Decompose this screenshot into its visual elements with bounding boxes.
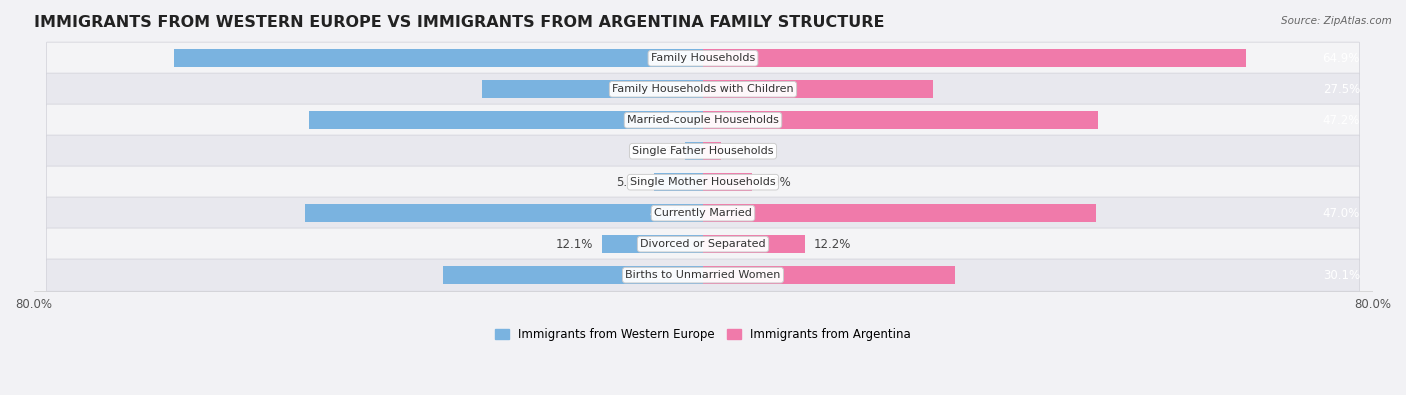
Text: Family Households with Children: Family Households with Children [612, 84, 794, 94]
FancyBboxPatch shape [46, 135, 1360, 167]
Text: IMMIGRANTS FROM WESTERN EUROPE VS IMMIGRANTS FROM ARGENTINA FAMILY STRUCTURE: IMMIGRANTS FROM WESTERN EUROPE VS IMMIGR… [34, 15, 884, 30]
Bar [703, 173, 752, 191]
Text: 30.1%: 30.1% [1323, 269, 1360, 282]
Text: Currently Married: Currently Married [654, 208, 752, 218]
Bar [309, 111, 703, 129]
Text: 47.0%: 47.0% [1323, 207, 1360, 220]
Text: Married-couple Households: Married-couple Households [627, 115, 779, 125]
FancyBboxPatch shape [46, 228, 1360, 260]
Text: 2.1%: 2.1% [647, 145, 678, 158]
FancyBboxPatch shape [46, 259, 1360, 291]
Text: 64.9%: 64.9% [1323, 52, 1360, 65]
Bar [703, 204, 1097, 222]
Bar [703, 235, 806, 253]
Text: 12.2%: 12.2% [814, 238, 851, 251]
Bar [654, 173, 703, 191]
Legend: Immigrants from Western Europe, Immigrants from Argentina: Immigrants from Western Europe, Immigran… [491, 324, 915, 346]
Text: 63.2%: 63.2% [650, 52, 686, 65]
Bar [686, 142, 703, 160]
Bar [602, 235, 703, 253]
Text: 5.9%: 5.9% [761, 176, 790, 189]
Text: 47.1%: 47.1% [650, 114, 686, 127]
Text: 27.5%: 27.5% [1323, 83, 1360, 96]
Text: Divorced or Separated: Divorced or Separated [640, 239, 766, 249]
Bar [703, 266, 955, 284]
Bar [443, 266, 703, 284]
Bar [305, 204, 703, 222]
Text: Family Households: Family Households [651, 53, 755, 63]
Text: 2.2%: 2.2% [730, 145, 759, 158]
FancyBboxPatch shape [46, 73, 1360, 105]
Bar [703, 111, 1098, 129]
Text: 5.8%: 5.8% [616, 176, 647, 189]
Text: 47.2%: 47.2% [1323, 114, 1360, 127]
Text: 12.1%: 12.1% [555, 238, 593, 251]
Text: Single Father Households: Single Father Households [633, 146, 773, 156]
Text: 47.6%: 47.6% [650, 207, 686, 220]
Bar [703, 80, 934, 98]
Bar [703, 49, 1246, 67]
Text: 26.4%: 26.4% [650, 83, 686, 96]
Text: Single Mother Households: Single Mother Households [630, 177, 776, 187]
FancyBboxPatch shape [46, 197, 1360, 229]
Bar [482, 80, 703, 98]
FancyBboxPatch shape [46, 104, 1360, 136]
Text: Source: ZipAtlas.com: Source: ZipAtlas.com [1281, 16, 1392, 26]
Text: Births to Unmarried Women: Births to Unmarried Women [626, 270, 780, 280]
FancyBboxPatch shape [46, 42, 1360, 74]
Bar [174, 49, 703, 67]
Bar [703, 142, 721, 160]
FancyBboxPatch shape [46, 166, 1360, 198]
Text: 31.1%: 31.1% [650, 269, 686, 282]
